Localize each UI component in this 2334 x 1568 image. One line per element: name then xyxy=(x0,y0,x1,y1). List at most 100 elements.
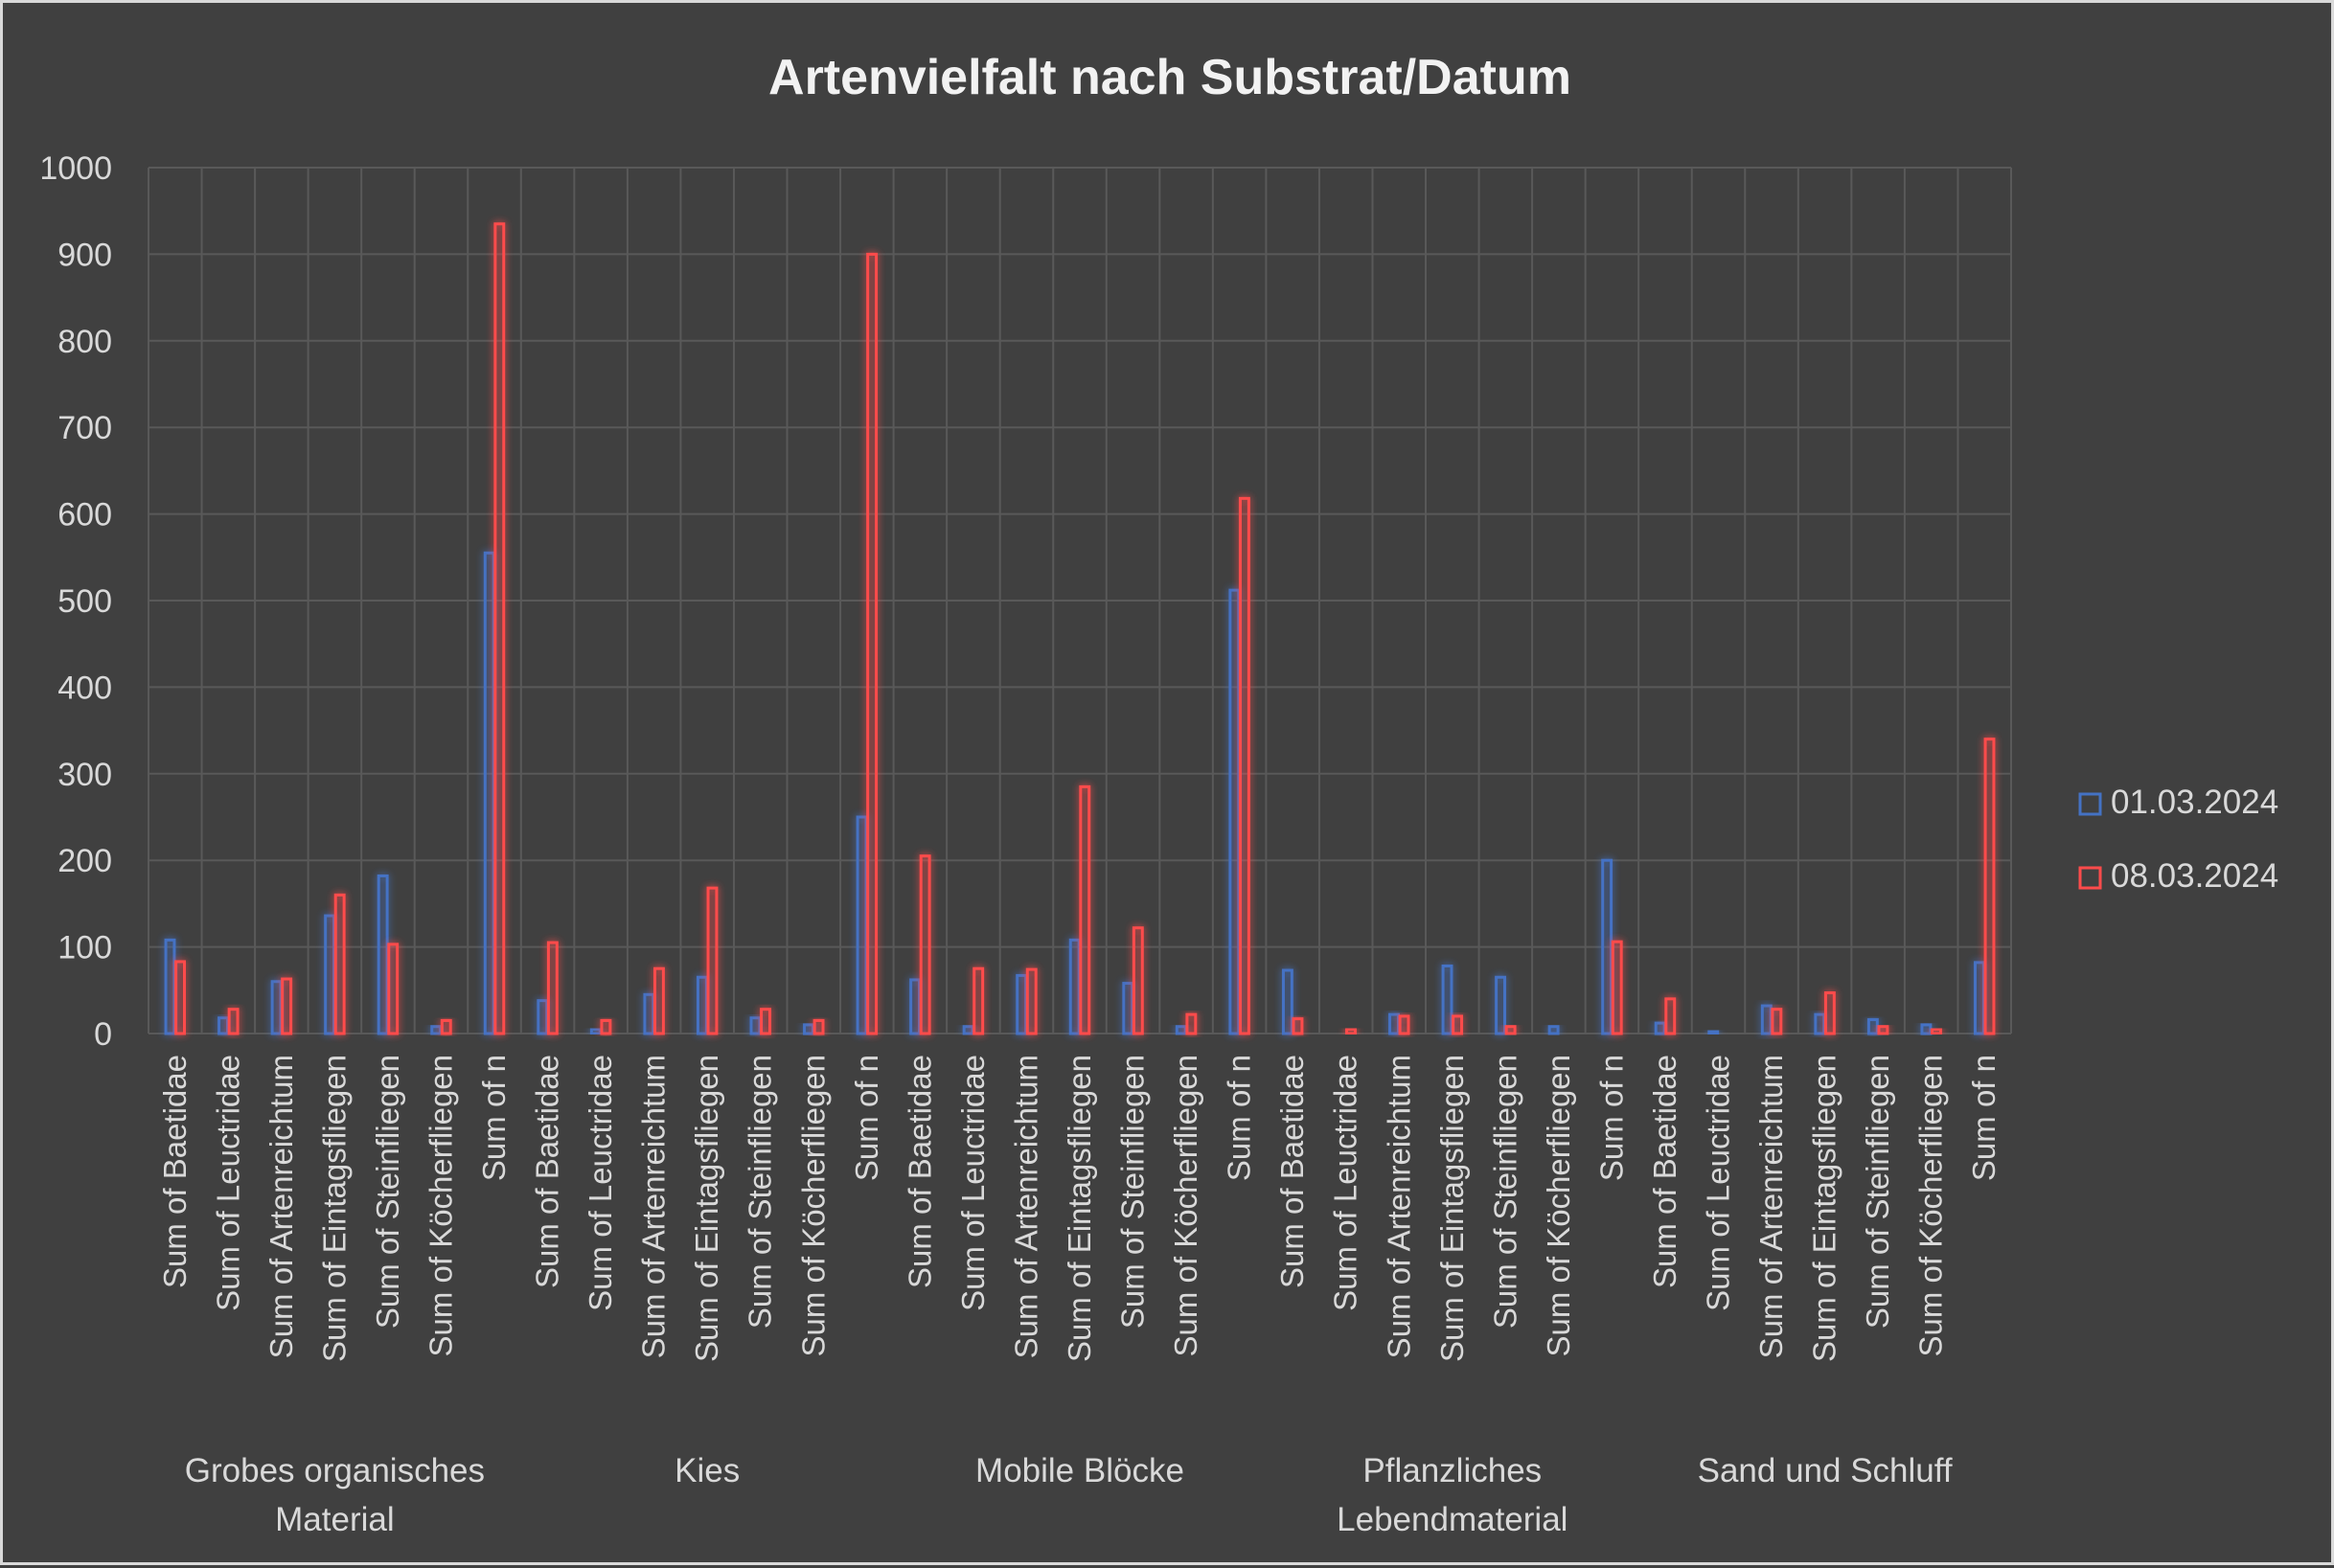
chart-svg: Artenvielfalt nach Substrat/Datum 0 100 20… xyxy=(39,50,2278,1538)
bar-series-2 xyxy=(1452,1014,1464,1035)
x-category-label: Sum of Eintagsfliegen xyxy=(1062,1055,1097,1362)
y-tick-label: 900 xyxy=(57,237,112,273)
x-group-label: Kies xyxy=(675,1452,740,1489)
bar-series-2 xyxy=(1877,1025,1889,1035)
bars-layer xyxy=(164,222,1996,1035)
x-category-label: Sum of Leuctridae xyxy=(583,1055,618,1311)
x-category-label: Sum of n xyxy=(1222,1055,1257,1181)
x-category-label: Sum of Artenreichtum xyxy=(1008,1055,1043,1358)
legend-swatch-2 xyxy=(2078,866,2102,890)
y-tick-label: 100 xyxy=(57,930,112,966)
bar-series-1 xyxy=(430,1025,443,1035)
bar-series-1 xyxy=(1068,938,1081,1035)
x-category-label: Sum of Steinfliegen xyxy=(743,1055,778,1329)
bar-series-1 xyxy=(1388,1012,1400,1035)
bar-series-1 xyxy=(1654,1021,1666,1035)
bar-series-1 xyxy=(1866,1018,1879,1035)
x-category-label: Sum of Köcherfliegen xyxy=(1541,1055,1576,1357)
bar-series-2 xyxy=(1983,738,1996,1035)
y-tick-label: 0 xyxy=(94,1016,112,1053)
bar-series-1 xyxy=(643,992,655,1035)
x-group-label: Mobile Blöcke xyxy=(975,1452,1184,1489)
bar-series-1 xyxy=(1814,1012,1826,1035)
bar-series-2 xyxy=(866,252,879,1035)
bar-series-2 xyxy=(706,886,719,1035)
bar-series-2 xyxy=(1079,784,1091,1035)
x-category-label: Sum of Leuctridae xyxy=(1328,1055,1363,1311)
bar-series-2 xyxy=(1292,1017,1304,1035)
x-category-label: Sum of Steinfliegen xyxy=(370,1055,405,1329)
x-group-label: Sand und Schluff xyxy=(1698,1452,1953,1489)
bar-series-2 xyxy=(1345,1027,1357,1035)
y-tick-label: 600 xyxy=(57,497,112,534)
bar-series-1 xyxy=(270,980,283,1035)
bar-series-1 xyxy=(1228,588,1241,1035)
x-category-label: Sum of Köcherfliegen xyxy=(795,1055,831,1357)
x-category-label: Sum of Eintagsfliegen xyxy=(689,1055,724,1362)
bar-series-2 xyxy=(1185,1012,1198,1035)
x-category-label: Sum of Baetidae xyxy=(530,1055,565,1288)
legend-swatch-1 xyxy=(2078,792,2102,816)
x-axis-category-labels: Sum of Baetidae Sum of Leuctridae Sum of A… xyxy=(157,1055,2002,1362)
x-category-label: Sum of Artenreichtum xyxy=(263,1055,299,1358)
bar-series-2 xyxy=(227,1008,240,1035)
bar-series-2 xyxy=(174,960,186,1035)
legend: 01.03.2024 08.03.2024 xyxy=(2078,784,2278,895)
x-category-label: Sum of n xyxy=(1966,1055,2002,1181)
bar-series-1 xyxy=(164,938,176,1035)
bar-series-1 xyxy=(749,1016,762,1035)
x-category-label: Sum of Baetidae xyxy=(157,1055,193,1288)
bar-series-2 xyxy=(493,222,506,1035)
y-tick-label: 500 xyxy=(57,583,112,620)
bar-series-2 xyxy=(1664,997,1677,1035)
grid-layer xyxy=(148,167,2012,1034)
x-group-label: Lebendmaterial xyxy=(1337,1501,1567,1538)
legend-label-2: 08.03.2024 xyxy=(2111,857,2278,895)
bar-series-2 xyxy=(1238,496,1250,1035)
x-category-label: Sum of Eintagsfliegen xyxy=(1807,1055,1842,1362)
bar-series-2 xyxy=(387,943,400,1035)
x-category-label: Sum of Leuctridae xyxy=(955,1055,991,1311)
y-tick-label: 700 xyxy=(57,410,112,446)
bar-series-1 xyxy=(537,999,549,1035)
bar-series-2 xyxy=(1823,991,1836,1035)
bar-series-1 xyxy=(377,874,389,1035)
x-category-label: Sum of Steinfliegen xyxy=(1115,1055,1151,1329)
bar-series-1 xyxy=(1547,1025,1560,1035)
bar-series-2 xyxy=(1771,1008,1783,1035)
x-category-label: Sum of Artenreichtum xyxy=(1381,1055,1416,1358)
bar-series-1 xyxy=(1175,1025,1187,1035)
x-category-label: Sum of Baetidae xyxy=(902,1055,937,1288)
bar-series-2 xyxy=(546,941,559,1035)
x-group-label: Material xyxy=(275,1501,394,1538)
x-category-label: Sum of Artenreichtum xyxy=(636,1055,672,1358)
x-category-label: Sum of Leuctridae xyxy=(210,1055,245,1311)
x-category-label: Sum of Steinfliegen xyxy=(1487,1055,1522,1329)
bar-series-1 xyxy=(856,815,868,1035)
x-category-label: Sum of Köcherfliegen xyxy=(423,1055,458,1357)
bar-series-1 xyxy=(589,1027,602,1035)
x-category-label: Sum of Köcherfliegen xyxy=(1168,1055,1203,1357)
y-tick-label: 200 xyxy=(57,843,112,879)
bar-series-2 xyxy=(1398,1014,1410,1035)
bar-series-1 xyxy=(1441,964,1453,1035)
bar-series-2 xyxy=(1025,967,1038,1035)
x-group-label: Grobes organisches xyxy=(185,1452,485,1489)
y-axis-ticks: 0 100 200 300 400 500 600 700 800 900 1000 xyxy=(39,150,112,1053)
bar-series-1 xyxy=(1122,982,1134,1035)
bar-series-2 xyxy=(1132,926,1144,1035)
x-category-label: Sum of n xyxy=(476,1055,512,1181)
bar-series-1 xyxy=(1601,858,1613,1035)
bar-series-2 xyxy=(760,1008,771,1035)
y-tick-label: 400 xyxy=(57,670,112,706)
bar-series-2 xyxy=(1504,1025,1517,1035)
x-category-label: Sum of Leuctridae xyxy=(1701,1055,1736,1311)
legend-label-1: 01.03.2024 xyxy=(2111,784,2278,821)
bar-series-2 xyxy=(812,1018,825,1035)
bar-series-1 xyxy=(324,914,336,1035)
bar-series-1 xyxy=(1707,1029,1720,1035)
bar-series-1 xyxy=(483,551,495,1035)
bar-series-1 xyxy=(909,978,922,1035)
x-category-label: Sum of Steinfliegen xyxy=(1860,1055,1895,1329)
